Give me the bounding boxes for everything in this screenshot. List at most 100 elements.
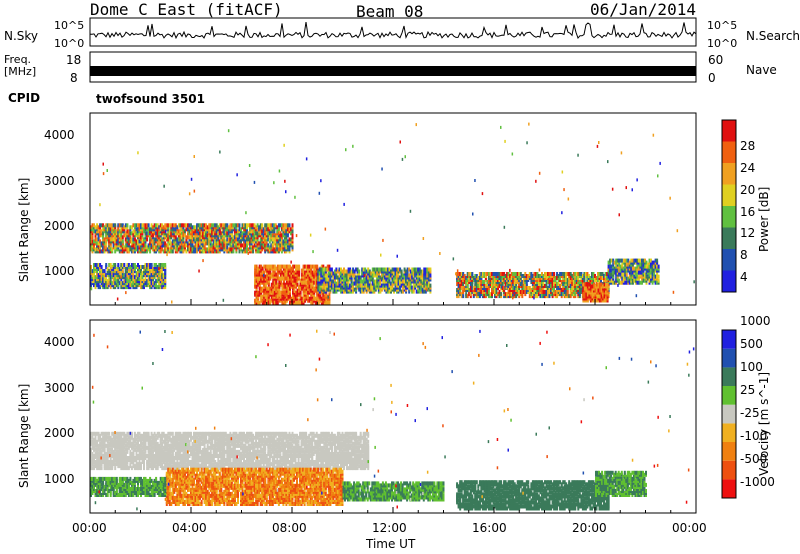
power-point	[538, 268, 541, 272]
power-cell	[121, 281, 124, 286]
power-cell	[118, 223, 121, 228]
power-cell	[290, 227, 292, 232]
power-cell	[262, 243, 265, 248]
power-cell	[302, 278, 305, 283]
power-cell	[263, 288, 266, 293]
power-cell	[187, 241, 189, 246]
power-cell	[284, 298, 287, 303]
power-cell	[159, 263, 162, 267]
power-cell	[173, 223, 176, 228]
power-cell	[393, 277, 395, 282]
power-cell	[252, 245, 255, 250]
power-cell	[118, 249, 121, 254]
power-cell	[147, 231, 150, 236]
power-cell	[118, 275, 121, 280]
power-cell	[260, 268, 263, 273]
power-cell	[121, 249, 124, 254]
power-cell	[399, 279, 402, 284]
power-cell	[307, 278, 310, 283]
power-cell	[211, 249, 214, 254]
power-cell	[456, 272, 459, 276]
power-cell	[270, 294, 273, 299]
power-cell	[243, 237, 245, 242]
power-cell	[379, 267, 382, 272]
power-point	[421, 284, 424, 288]
power-cell	[124, 267, 127, 271]
power-cell	[109, 237, 112, 242]
power-cell	[281, 276, 284, 281]
power-cell	[226, 245, 229, 250]
power-cell	[217, 247, 220, 252]
power-cell	[241, 237, 244, 242]
power-cell	[203, 231, 206, 236]
power-cell	[133, 263, 136, 267]
power-cell	[267, 231, 270, 236]
power-cell	[298, 284, 301, 289]
power-cell	[197, 237, 200, 242]
power-cell	[657, 274, 660, 279]
power-cell	[155, 271, 158, 276]
power-cell	[141, 265, 144, 269]
power-cell	[191, 225, 194, 230]
power-cell	[370, 283, 373, 288]
power-cell	[138, 277, 141, 282]
power-cell	[147, 243, 150, 248]
power-cell	[429, 283, 432, 288]
power-cell	[141, 223, 144, 228]
power-cell	[285, 237, 288, 242]
power-cell	[161, 285, 164, 290]
power-cell	[418, 267, 421, 272]
power-cell	[150, 237, 153, 242]
power-cell	[311, 278, 314, 283]
power-cell	[279, 268, 282, 273]
power-cell	[408, 273, 411, 278]
power-cell	[112, 267, 115, 271]
power-cell	[285, 223, 288, 228]
power-cell	[383, 267, 386, 272]
power-cell	[94, 237, 97, 242]
power-cell	[269, 286, 272, 291]
power-cell	[199, 241, 202, 246]
power-cell	[129, 245, 132, 250]
power-cell	[275, 272, 278, 277]
power-cell	[97, 229, 100, 234]
power-cell	[320, 273, 323, 278]
power-cell	[115, 283, 118, 288]
power-cell	[283, 227, 286, 232]
power-cell	[273, 241, 276, 246]
power-point	[455, 272, 457, 276]
power-cell	[217, 225, 220, 230]
power-cell	[124, 223, 127, 228]
power-point	[456, 269, 459, 273]
power-cell	[347, 281, 350, 286]
power-cell	[161, 223, 164, 228]
power-cell	[429, 273, 432, 278]
power-cell	[140, 279, 142, 284]
power-cell	[318, 271, 321, 276]
power-cell	[149, 269, 152, 274]
power-cell	[377, 285, 380, 290]
power-cell	[292, 290, 294, 295]
power-cell	[282, 264, 285, 269]
power-cell	[258, 241, 261, 246]
power-cell	[391, 283, 394, 288]
power-cell	[162, 249, 165, 254]
power-cell	[323, 300, 326, 305]
power-cell	[93, 239, 95, 244]
power-cell	[427, 267, 430, 272]
power-cell	[264, 278, 267, 283]
power-cell	[126, 247, 129, 252]
power-cell	[93, 223, 95, 228]
power-cell	[341, 269, 344, 274]
power-cell	[330, 267, 333, 272]
power-cell	[249, 237, 252, 242]
power-point	[474, 179, 476, 182]
power-cell	[214, 239, 217, 244]
power-cell	[314, 288, 317, 293]
power-cell	[257, 278, 260, 283]
power-cell	[302, 298, 305, 303]
power-cell	[91, 223, 94, 228]
power-cell	[124, 237, 127, 242]
power-cell	[118, 269, 121, 274]
power-cell	[244, 223, 247, 228]
